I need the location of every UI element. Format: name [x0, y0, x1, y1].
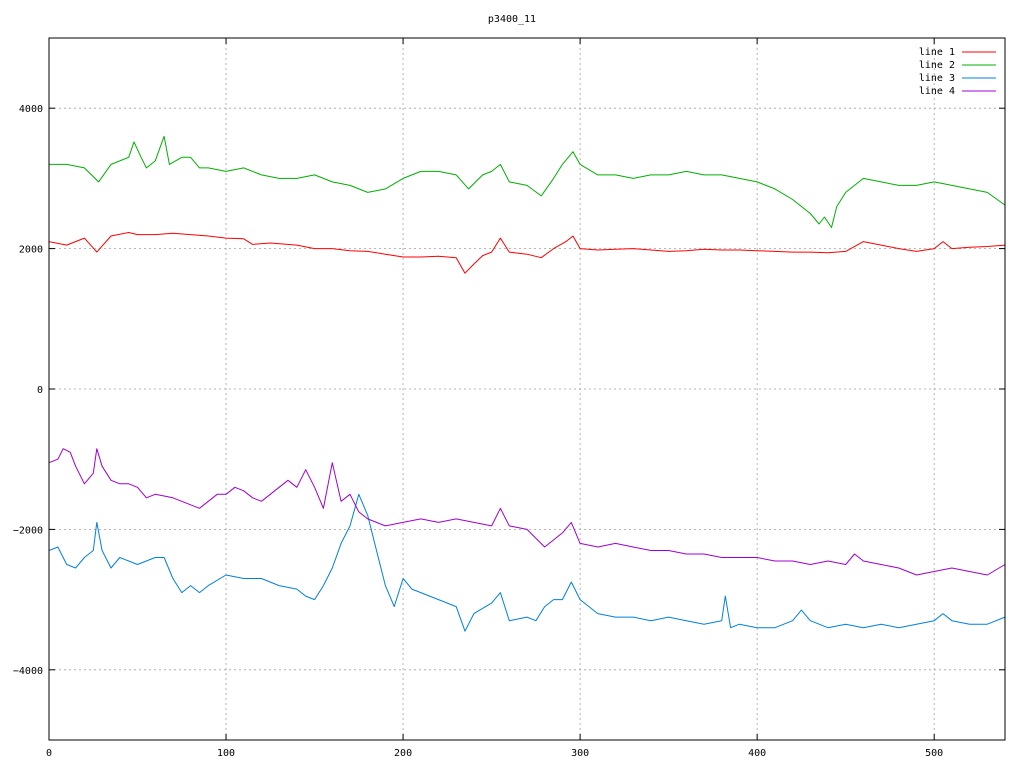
- x-tick-label: 500: [925, 748, 943, 759]
- series-line-2: [49, 135, 1006, 228]
- series-lines: [48, 135, 1006, 632]
- y-tick-label: 4000: [19, 104, 43, 115]
- legend-label-2: line 2: [919, 60, 955, 71]
- x-tick-label: 300: [571, 748, 589, 759]
- x-tick-label: 400: [748, 748, 766, 759]
- x-tick-label: 200: [394, 748, 412, 759]
- chart-title: p3400_11: [488, 14, 536, 25]
- x-tick-label: 100: [217, 748, 235, 759]
- y-tick-label: 0: [37, 385, 43, 396]
- y-tick-label: 2000: [19, 245, 43, 256]
- grid: [49, 38, 1005, 740]
- axes: 0 100 200 300 400 500 −4000 −2000 0 2000 4000: [13, 37, 1006, 759]
- series-line-4: [48, 448, 1006, 576]
- series-line-3: [48, 493, 1006, 632]
- legend: line 1 line 2 line 3 line 4: [919, 47, 996, 97]
- y-tick-label: −2000: [13, 525, 43, 536]
- plot-frame: [48, 37, 1006, 741]
- legend-label-4: line 4: [919, 86, 955, 97]
- series-line-1: [48, 232, 1006, 274]
- x-tick-label: 0: [46, 748, 52, 759]
- legend-label-3: line 3: [919, 73, 955, 84]
- y-tick-label: −4000: [13, 666, 43, 677]
- legend-label-1: line 1: [919, 47, 955, 58]
